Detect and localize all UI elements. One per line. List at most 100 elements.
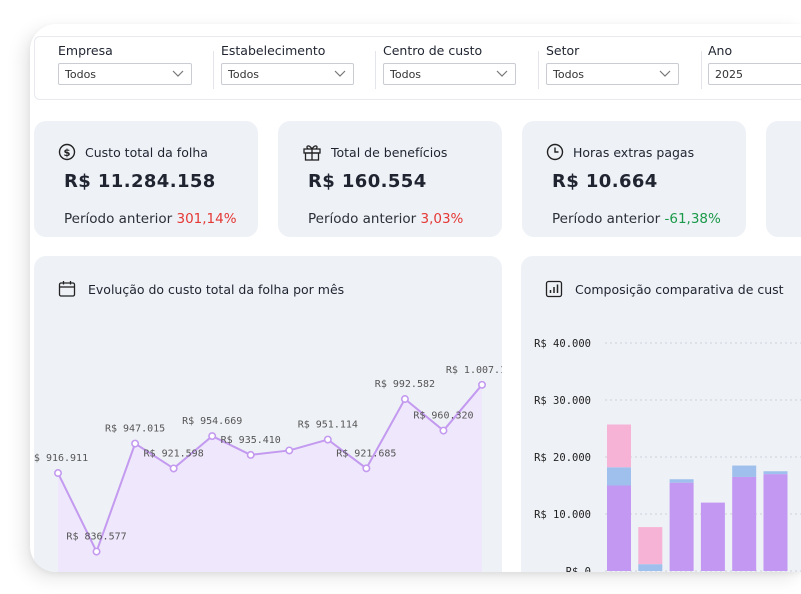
estabelecimento-select[interactable]: Todos <box>221 63 354 85</box>
kpi-previous-value: 3,03% <box>420 211 464 227</box>
filter-ano: Ano 2025 <box>708 43 801 85</box>
bar-chart-icon <box>545 280 563 298</box>
bar-segment <box>607 467 631 486</box>
gift-icon <box>303 145 321 161</box>
data-label: R$ 951.114 <box>298 420 358 431</box>
data-label: R$ 921.685 <box>336 448 396 459</box>
bar-segment <box>700 502 725 571</box>
kpi-card-custo-total: $ Custo total da folha R$ 11.284.158 Per… <box>34 121 258 237</box>
empresa-select[interactable]: Todos <box>58 63 192 85</box>
y-tick-label: R$ 40.000 <box>534 338 591 350</box>
composition-chart-card: Composição comparativa de cust R$ 40.000… <box>521 256 801 572</box>
data-label: R$ 916.911 <box>34 453 88 464</box>
kpi-card-horas-extras: Horas extras pagas R$ 10.664 Período ant… <box>522 121 746 237</box>
bar-segment <box>763 474 788 571</box>
data-label: R$ 935.410 <box>221 435 281 446</box>
kpi-previous-label: Período anterior <box>308 211 417 227</box>
bar-segment <box>763 471 788 475</box>
chevron-down-icon <box>496 70 508 77</box>
kpi-previous-label: Período anterior <box>552 211 661 227</box>
y-tick-label: R$ 0 <box>566 566 591 572</box>
evolution-line-chart: R$ 916.911 R$ 836.577 R$ 947.015 R$ 921.598… <box>34 365 502 572</box>
kpi-card-beneficios: Total de benefícios R$ 160.554 Período a… <box>278 121 502 237</box>
bar-segment <box>669 479 694 483</box>
filter-estabelecimento: Estabelecimento Todos <box>221 43 354 85</box>
line-point <box>53 469 62 478</box>
select-value: 2025 <box>715 68 743 81</box>
line-point <box>285 446 294 455</box>
select-value: Todos <box>228 68 260 81</box>
dashboard-frame: Empresa Todos Estabelecimento Todos Cent… <box>30 24 801 572</box>
series-line <box>57 384 483 555</box>
centro-de-custo-select[interactable]: Todos <box>383 63 516 85</box>
filter-label: Empresa <box>58 43 113 58</box>
chevron-down-icon <box>659 70 671 77</box>
line-point <box>169 464 178 473</box>
kpi-title: Horas extras pagas <box>573 144 695 160</box>
bar-segment <box>732 465 757 477</box>
data-label: R$ 836.577 <box>66 532 126 543</box>
filter-centro-de-custo: Centro de custo Todos <box>383 43 516 85</box>
line-area <box>58 384 482 572</box>
calendar-icon <box>58 281 76 297</box>
line-point <box>92 547 101 556</box>
bar-segment <box>732 476 757 571</box>
kpi-previous: Período anterior 301,14% <box>64 211 237 227</box>
kpi-previous-label: Período anterior <box>64 211 173 227</box>
divider <box>701 51 702 89</box>
chart-title: Evolução do custo total da folha por mês <box>88 281 345 297</box>
kpi-previous: Período anterior 3,03% <box>308 211 463 227</box>
bar-segment <box>638 527 663 565</box>
line-point <box>477 380 486 389</box>
line-point <box>439 426 448 435</box>
setor-select[interactable]: Todos <box>546 63 679 85</box>
kpi-value: R$ 11.284.158 <box>64 171 216 192</box>
data-label: R$ 992.582 <box>375 379 435 390</box>
select-value: Todos <box>65 68 97 81</box>
evolution-chart-card: Evolução do custo total da folha por mês… <box>34 256 502 572</box>
bar-segment <box>638 564 663 571</box>
ano-select[interactable]: 2025 <box>708 63 801 85</box>
line-point <box>362 464 371 473</box>
kpi-previous-value: -61,38% <box>664 211 721 227</box>
chevron-down-icon <box>334 70 346 77</box>
line-point <box>323 435 332 444</box>
divider <box>538 51 539 89</box>
filter-label: Centro de custo <box>383 43 483 58</box>
select-value: Todos <box>553 68 585 81</box>
kpi-title: Custo total da folha <box>85 144 208 160</box>
kpi-title: Total de benefícios <box>331 144 448 160</box>
data-label: R$ 1.007.112 <box>446 365 502 376</box>
line-point <box>208 432 217 441</box>
filter-setor: Setor Todos <box>546 43 679 85</box>
line-point <box>246 450 255 459</box>
filter-label: Estabelecimento <box>221 43 326 58</box>
composition-bar-chart: R$ 40.000 R$ 30.000 R$ 20.000 R$ 10.000 R$ 0… <box>534 338 801 572</box>
bar-segment <box>607 485 631 571</box>
svg-text:$: $ <box>64 148 71 159</box>
line-point <box>131 439 140 448</box>
filter-empresa: Empresa Todos <box>58 43 192 85</box>
kpi-value: R$ 160.554 <box>308 171 427 192</box>
kpi-value: R$ 10.664 <box>552 171 658 192</box>
filter-label: Ano <box>708 43 733 58</box>
bar-segment <box>669 482 694 571</box>
chevron-down-icon <box>172 70 184 77</box>
divider <box>375 51 376 89</box>
line-point <box>400 395 409 404</box>
dollar-circle-icon: $ <box>58 143 76 161</box>
y-tick-label: R$ 10.000 <box>534 509 591 521</box>
select-value: Todos <box>390 68 422 81</box>
chart-title: Composição comparativa de cust <box>575 281 784 297</box>
filter-label: Setor <box>546 43 580 58</box>
kpi-previous: Período anterior -61,38% <box>552 211 721 227</box>
kpi-card-partial <box>766 121 801 237</box>
y-tick-label: R$ 30.000 <box>534 395 591 407</box>
data-label: R$ 960.320 <box>413 411 473 422</box>
y-tick-label: R$ 20.000 <box>534 452 591 464</box>
divider <box>213 51 214 89</box>
data-label: R$ 954.669 <box>182 416 242 427</box>
data-label: R$ 947.015 <box>105 424 165 435</box>
filter-bar: Empresa Todos Estabelecimento Todos Cent… <box>34 36 801 100</box>
data-label: R$ 921.598 <box>144 448 204 459</box>
